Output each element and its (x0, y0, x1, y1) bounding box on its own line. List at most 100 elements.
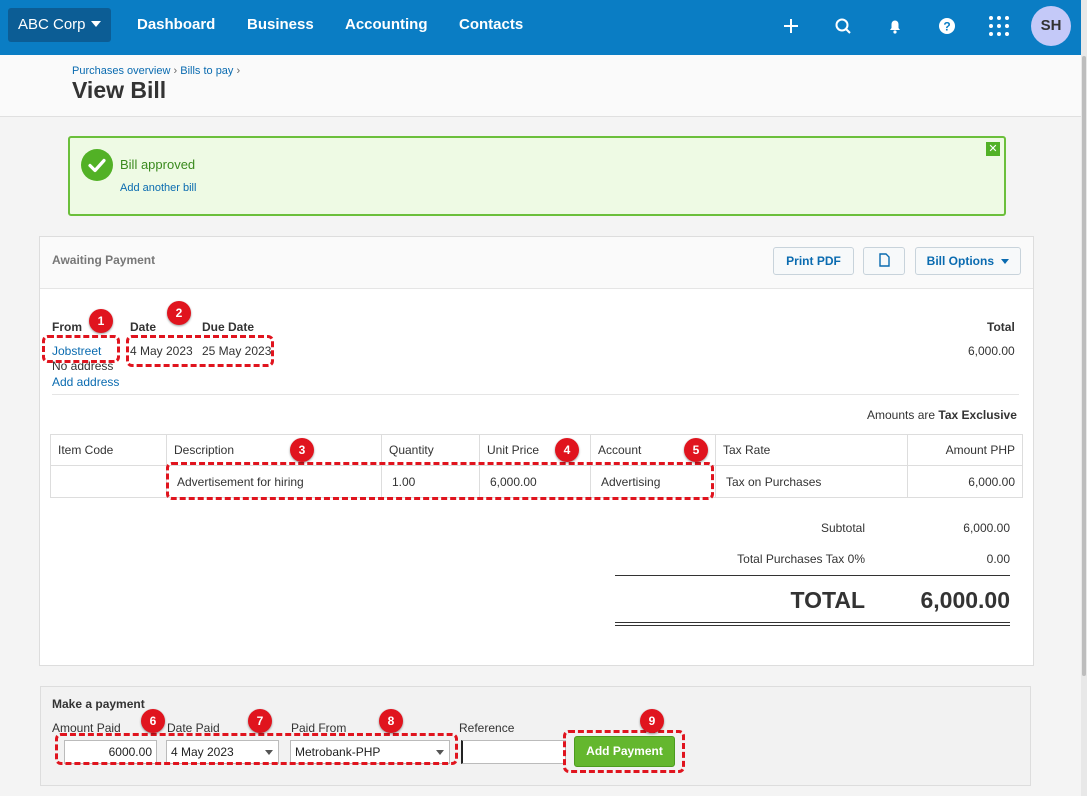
top-nav: ABC Corp Dashboard Business Accounting C… (0, 0, 1081, 55)
from-label: From (52, 320, 82, 334)
make-payment-panel: Make a payment Amount Paid Date Paid Pai… (40, 686, 1031, 786)
date-value: 4 May 2023 (130, 344, 193, 358)
page-scrollbar[interactable] (1081, 0, 1087, 796)
annotation-box-9 (563, 730, 685, 773)
amount-paid-input[interactable]: 6000.00 (64, 740, 157, 764)
amounts-prefix: Amounts are (867, 408, 936, 422)
annotation-badge-3: 3 (290, 438, 314, 462)
nav-business[interactable]: Business (247, 16, 314, 33)
breadcrumb-purchases-overview[interactable]: Purchases overview (72, 65, 171, 77)
cell-account: Advertising (590, 465, 716, 498)
reference-label: Reference (459, 721, 515, 735)
tax-value: 0.00 (986, 552, 1010, 566)
nav-contacts[interactable]: Contacts (459, 16, 524, 33)
col-amount: Amount PHP (907, 434, 1023, 466)
annotation-badge-5: 5 (684, 438, 708, 462)
subtotal-value: 6,000.00 (963, 521, 1010, 535)
chevron-down-icon (265, 750, 273, 755)
annotation-badge-8: 8 (379, 709, 403, 733)
chevron-down-icon (436, 750, 444, 755)
cell-unit-price: 6,000.00 (479, 465, 591, 498)
nav-accounting[interactable]: Accounting (345, 16, 428, 33)
date-label: Date (130, 320, 157, 334)
breadcrumb-bills-to-pay[interactable]: Bills to pay (180, 65, 234, 77)
cell-tax-rate: Tax on Purchases (715, 465, 908, 498)
svg-text:?: ? (943, 20, 950, 34)
paid-from-label: Paid From (291, 721, 347, 735)
annotation-badge-4: 4 (555, 438, 579, 462)
total-value: 6,000.00 (968, 344, 1015, 358)
banner-message: Bill approved (120, 157, 196, 172)
annotation-badge-7: 7 (248, 709, 272, 733)
breadcrumb-separator: › (173, 65, 178, 77)
date-paid-label: Date Paid (167, 721, 220, 735)
totals-double-line (615, 622, 1010, 623)
add-address-link[interactable]: Add address (52, 375, 120, 389)
date-paid-picker[interactable]: 4 May 2023 (166, 740, 279, 764)
annotation-box-2 (126, 335, 274, 367)
annotation-badge-9: 9 (640, 709, 664, 733)
bill-options-label: Bill Options (926, 254, 994, 268)
annotation-badge-2: 2 (167, 301, 191, 325)
org-switcher[interactable]: ABC Corp (8, 8, 111, 42)
caret-down-icon (1001, 259, 1010, 264)
org-name: ABC Corp (18, 16, 86, 33)
payment-title: Make a payment (52, 697, 145, 711)
line-items-table: Item Code Description Quantity Unit Pric… (50, 434, 1023, 498)
table-header-row: Item Code Description Quantity Unit Pric… (50, 434, 1023, 466)
add-another-bill-link[interactable]: Add another bill (120, 182, 197, 194)
cell-item-code (50, 465, 167, 498)
contact-link[interactable]: Jobstreet (52, 344, 102, 358)
close-icon[interactable]: ✕ (986, 142, 1000, 156)
breadcrumb: Purchases overview › Bills to pay › (72, 65, 240, 77)
bell-icon[interactable] (883, 14, 907, 38)
annotation-badge-6: 6 (141, 709, 165, 733)
annotation-box-3-5 (166, 462, 714, 500)
date-paid-value: 4 May 2023 (171, 745, 234, 759)
totals-double-line (615, 625, 1010, 626)
reference-input[interactable] (461, 740, 566, 764)
cell-amount: 6,000.00 (907, 465, 1023, 498)
bill-options-button[interactable]: Bill Options (915, 247, 1021, 275)
search-icon[interactable] (831, 14, 855, 38)
add-payment-button[interactable]: Add Payment (574, 736, 675, 767)
copy-button[interactable] (863, 247, 905, 275)
paid-from-value: Metrobank-PHP (295, 745, 381, 759)
avatar[interactable]: SH (1031, 6, 1071, 46)
bill-card-header: Awaiting Payment Print PDF Bill Options (40, 237, 1033, 289)
breadcrumb-separator: › (236, 65, 241, 77)
nav-dashboard[interactable]: Dashboard (137, 16, 216, 33)
due-date-label: Due Date (202, 320, 255, 334)
check-circle-icon (81, 149, 113, 181)
success-banner: Bill approved Add another bill ✕ (68, 136, 1006, 216)
amounts-mode-text: Amounts are Tax Exclusive (867, 408, 1017, 422)
annotation-box-1 (42, 335, 120, 363)
page-title: View Bill (72, 77, 167, 103)
col-tax-rate: Tax Rate (715, 434, 908, 466)
page-header: Purchases overview › Bills to pay › View… (0, 55, 1081, 117)
caret-down-icon (90, 21, 101, 27)
col-item-code: Item Code (50, 434, 167, 466)
grand-total-value: 6,000.00 (920, 587, 1010, 613)
annotation-badge-1: 1 (89, 309, 113, 333)
copy-icon (879, 253, 890, 267)
tax-label: Total Purchases Tax 0% (737, 552, 865, 566)
grand-total-label: TOTAL (790, 587, 865, 613)
annotation-box-6-8 (55, 733, 458, 765)
due-date-value: 25 May 2023 (202, 344, 272, 358)
divider (52, 394, 1019, 395)
cell-description: Advertisement for hiring (166, 465, 382, 498)
status-badge: Awaiting Payment (52, 253, 156, 267)
help-icon[interactable]: ? (935, 14, 959, 38)
amounts-mode: Tax Exclusive (938, 408, 1017, 422)
col-description: Description (166, 434, 382, 466)
print-pdf-button[interactable]: Print PDF (773, 247, 854, 275)
amount-paid-label: Amount Paid (52, 721, 121, 735)
col-quantity: Quantity (381, 434, 480, 466)
scrollbar-thumb[interactable] (1082, 56, 1086, 676)
subtotal-label: Subtotal (820, 521, 865, 535)
bill-card: Awaiting Payment Print PDF Bill Options … (39, 236, 1034, 666)
totals-divider (615, 575, 1010, 576)
plus-icon[interactable] (779, 14, 803, 38)
apps-grid-icon[interactable] (987, 14, 1011, 38)
